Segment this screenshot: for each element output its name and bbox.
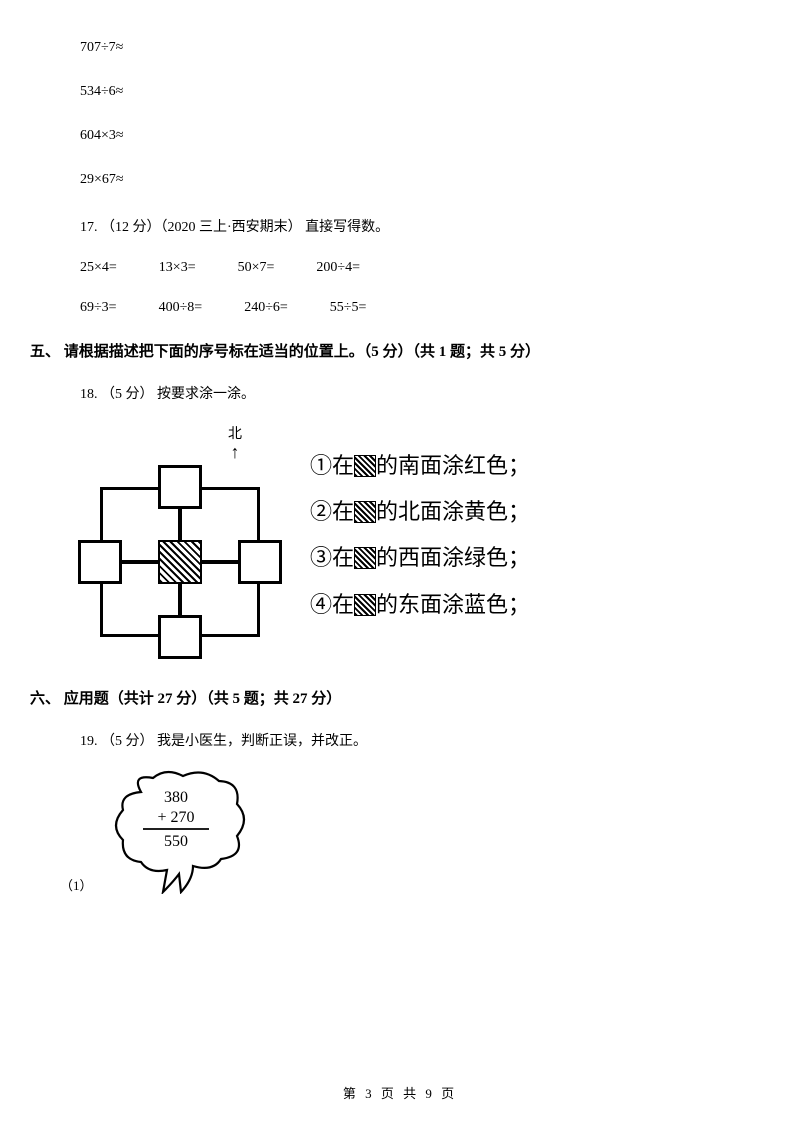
hatched-square-icon: [354, 547, 376, 569]
question-18-intro: 18. （5 分） 按要求涂一涂。: [70, 383, 730, 403]
q17-cell: 13×3=: [159, 260, 196, 276]
q17-cell: 400÷8=: [159, 300, 203, 316]
q17-cell: 50×7=: [238, 260, 275, 276]
page-footer: 第 3 页 共 9 页: [0, 1083, 800, 1102]
connector: [200, 560, 240, 564]
circled-num: ①: [310, 453, 332, 478]
node-east: [238, 540, 282, 584]
node-south: [158, 615, 202, 659]
question-17-row2: 69÷3= 400÷8= 240÷6= 55÷5=: [70, 300, 730, 316]
node-center: [158, 540, 202, 584]
q17-cell: 69÷3=: [80, 300, 117, 316]
compass-diagram: [80, 467, 280, 657]
equation-4: 29×67≈: [70, 172, 730, 188]
addend-2: + 270: [157, 809, 194, 826]
connector: [178, 509, 182, 542]
q17-cell: 55÷5=: [330, 300, 367, 316]
node-west: [78, 540, 122, 584]
north-label: 北: [228, 423, 242, 443]
equation-3: 604×3≈: [70, 128, 730, 144]
question-17-intro: 17. （12 分）（2020 三上·西安期末） 直接写得数。: [70, 216, 730, 236]
instruction-item: ④在的东面涂蓝色；: [310, 582, 530, 628]
connector: [178, 582, 182, 617]
section-6-heading: 六、 应用题（共计 27 分）（共 5 题；共 27 分）: [30, 687, 730, 708]
equation-2: 534÷6≈: [70, 84, 730, 100]
sub-index-1: （1）: [60, 875, 93, 894]
north-indicator: 北 ↑: [228, 423, 242, 461]
sum: 550: [164, 833, 188, 850]
q17-cell: 240÷6=: [244, 300, 288, 316]
hatched-square-icon: [354, 501, 376, 523]
cloud-figure: 380 + 270 550: [101, 764, 251, 894]
circled-num: ②: [310, 499, 332, 524]
node-north: [158, 465, 202, 509]
equation-1: 707÷7≈: [70, 40, 730, 56]
instruction-item: ③在的西面涂绿色；: [310, 535, 530, 581]
instruction-item: ②在的北面涂黄色；: [310, 489, 530, 535]
hatched-square-icon: [354, 594, 376, 616]
connector: [122, 560, 160, 564]
instruction-item: ①在的南面涂红色；: [310, 443, 530, 489]
north-arrow-icon: ↑: [231, 443, 240, 461]
circled-num: ③: [310, 545, 332, 570]
addend-1: 380: [164, 789, 188, 806]
q17-cell: 200÷4=: [316, 260, 360, 276]
question-17-row1: 25×4= 13×3= 50×7= 200÷4=: [70, 260, 730, 276]
question-19-intro: 19. （5 分） 我是小医生，判断正误，并改正。: [70, 730, 730, 750]
q17-cell: 25×4=: [80, 260, 117, 276]
circled-num: ④: [310, 592, 332, 617]
coloring-instructions: ①在的南面涂红色； ②在的北面涂黄色； ③在的西面涂绿色； ④在的东面涂蓝色；: [310, 443, 530, 628]
section-5-heading: 五、 请根据描述把下面的序号标在适当的位置上。（5 分）（共 1 题；共 5 分…: [30, 340, 730, 361]
hatched-square-icon: [354, 455, 376, 477]
